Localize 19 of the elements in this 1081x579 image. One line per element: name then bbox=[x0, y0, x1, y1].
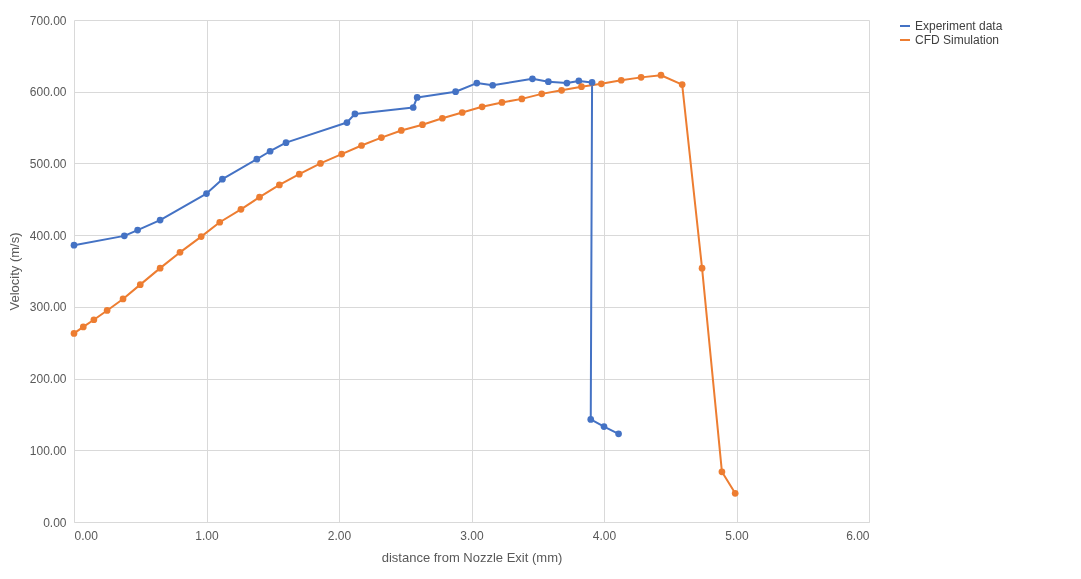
y-tick-label: 400.00 bbox=[29, 228, 67, 243]
y-tick-label: 200.00 bbox=[29, 372, 67, 387]
x-tick-label: 3.00 bbox=[460, 528, 484, 543]
y-tick-label: 0.00 bbox=[43, 515, 67, 530]
y-tick-label: 500.00 bbox=[29, 156, 67, 171]
legend-label: Experiment data bbox=[915, 19, 1003, 33]
x-tick-label: 4.00 bbox=[592, 528, 617, 543]
y-tick-label: 100.00 bbox=[29, 443, 67, 458]
x-tick-label: 6.00 bbox=[846, 528, 870, 543]
x-tick-label: 2.00 bbox=[327, 528, 352, 543]
x-tick-label: 1.00 bbox=[195, 528, 219, 543]
x-tick-label: 0.00 bbox=[74, 528, 99, 543]
x-axis-title: distance from Nozzle Exit (mm) bbox=[381, 549, 563, 565]
y-tick-label: 700.00 bbox=[29, 13, 67, 28]
y-tick-label: 300.00 bbox=[29, 300, 67, 315]
legend-label: CFD Simulation bbox=[915, 33, 1000, 47]
x-tick-label: 5.00 bbox=[725, 528, 749, 543]
y-tick-label: 600.00 bbox=[29, 85, 67, 100]
y-axis-title: Velocity (m/s) bbox=[6, 232, 22, 311]
